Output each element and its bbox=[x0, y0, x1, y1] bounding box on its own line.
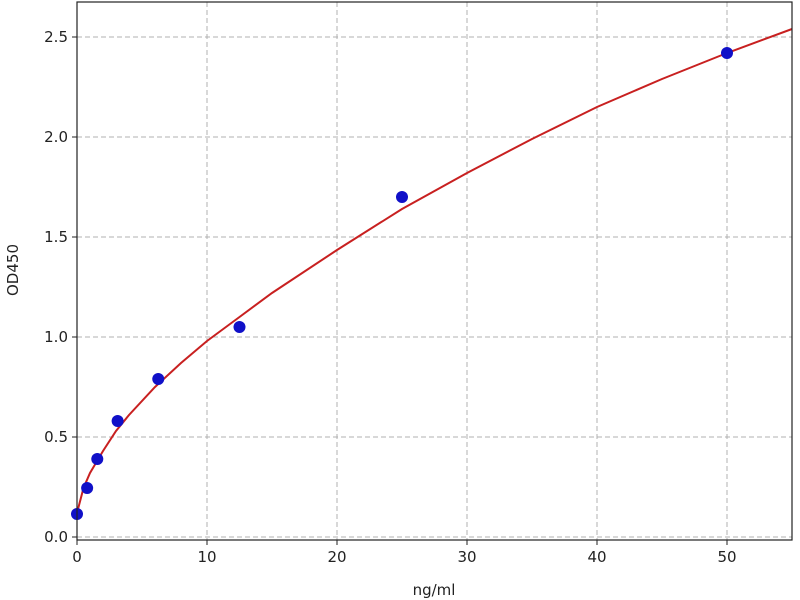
data-point bbox=[396, 191, 408, 203]
y-tick-label: 0.5 bbox=[44, 428, 68, 446]
plot-frame bbox=[76, 1, 793, 541]
x-tick-label: 30 bbox=[457, 548, 476, 566]
x-tick-label: 10 bbox=[197, 548, 216, 566]
y-ticks: 0.0 0.5 1.0 1.5 2.0 2.5 bbox=[44, 28, 77, 546]
data-point bbox=[152, 373, 165, 385]
fit-curve-line bbox=[76, 28, 793, 514]
data-point bbox=[721, 47, 733, 59]
y-tick-label: 0.0 bbox=[44, 528, 68, 546]
y-tick-label: 2.5 bbox=[44, 28, 68, 46]
data-point bbox=[91, 453, 104, 465]
data-point bbox=[233, 321, 246, 333]
data-points-layer bbox=[71, 47, 733, 520]
x-tick-label: 50 bbox=[717, 548, 736, 566]
y-tick-label: 1.0 bbox=[44, 328, 68, 346]
x-tick-label: 0 bbox=[72, 548, 82, 566]
x-ticks: 0 10 20 30 40 50 bbox=[72, 540, 737, 566]
x-tick-label: 40 bbox=[587, 548, 606, 566]
y-tick-label: 1.5 bbox=[44, 228, 68, 246]
data-point bbox=[111, 415, 124, 427]
y-tick-label: 2.0 bbox=[44, 128, 68, 146]
y-axis-label: OD450 bbox=[4, 244, 22, 296]
fit-curve-layer bbox=[76, 28, 793, 514]
data-point bbox=[81, 482, 94, 494]
grid bbox=[76, 2, 792, 540]
x-axis-label: ng/ml bbox=[413, 581, 456, 599]
x-tick-label: 20 bbox=[327, 548, 346, 566]
